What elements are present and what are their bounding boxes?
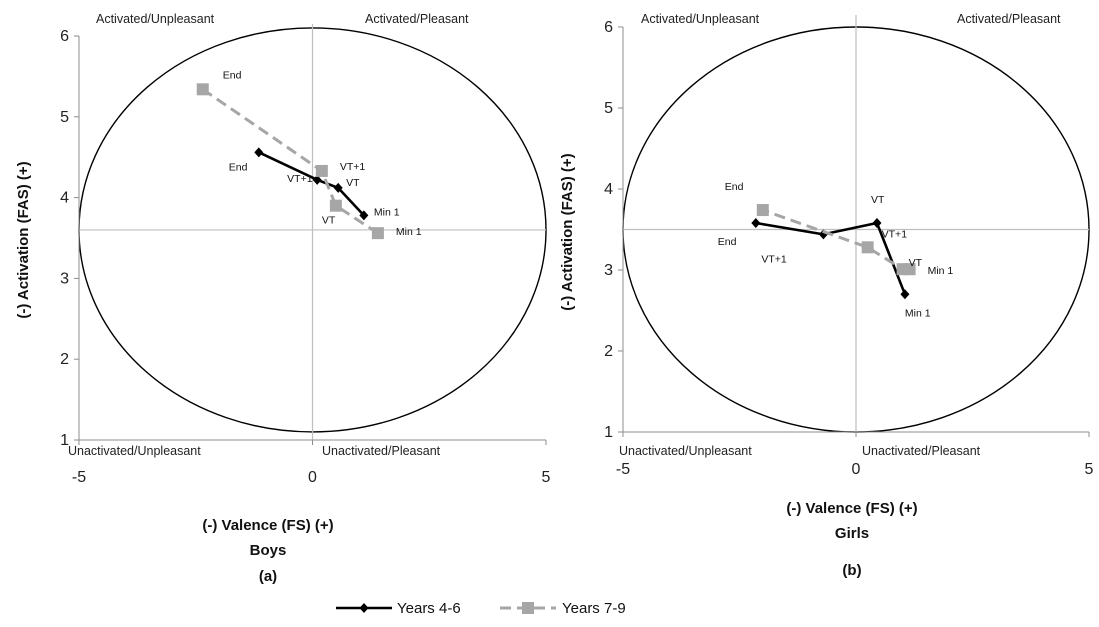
y-tick-label: 3: [60, 270, 69, 287]
x-axis-title: (-) Valence (FS) (+): [202, 517, 333, 534]
data-label: VT: [346, 177, 360, 189]
y-axis-title: (-) Activation (FAS) (+): [15, 161, 32, 318]
quadrant-label-top-right: Activated/Pleasant: [957, 12, 1061, 26]
y-tick-label: 6: [60, 28, 69, 45]
data-point: [900, 289, 909, 299]
legend-marker-square: [522, 602, 534, 614]
panel-subtitle: Girls: [835, 525, 869, 542]
panel-subtitle: Boys: [250, 542, 287, 559]
data-point: [316, 165, 328, 177]
y-tick-label: 1: [604, 424, 613, 441]
legend-label: Years 4-6: [397, 600, 461, 617]
panel-label: (a): [259, 568, 277, 585]
y-tick-label: 5: [60, 109, 69, 126]
x-tick-label: 5: [542, 469, 551, 486]
data-point: [872, 218, 881, 228]
x-tick-label: 0: [852, 461, 861, 478]
data-label: VT+1: [340, 161, 366, 173]
data-label: Min 1: [396, 226, 422, 238]
chart-panel-b: 1 2 3 4 5 6 -5 0 5 Activated/Unpleasant Activated/…: [559, 12, 1094, 579]
data-label: VT+1: [287, 173, 313, 185]
quadrant-label-bottom-right: Unactivated/Pleasant: [862, 444, 981, 458]
data-point: [197, 83, 209, 95]
data-label: VT: [909, 257, 923, 269]
legend-label: Years 7-9: [562, 600, 626, 617]
x-tick-label: -5: [72, 469, 86, 486]
data-point: [254, 147, 263, 157]
data-point: [757, 204, 769, 216]
y-tick-label: 2: [604, 343, 613, 360]
data-point: [897, 263, 909, 275]
data-label: VT+1: [761, 253, 787, 265]
data-label: VT: [322, 215, 336, 227]
panel-label: (b): [842, 562, 861, 579]
y-axis-title: (-) Activation (FAS) (+): [559, 153, 576, 310]
y-tick-label: 6: [604, 19, 613, 36]
quadrant-label-top-right: Activated/Pleasant: [365, 12, 469, 26]
x-axis-title: (-) Valence (FS) (+): [786, 500, 917, 517]
data-point: [751, 218, 760, 228]
data-label: Min 1: [905, 307, 931, 319]
y-tick-label: 3: [604, 262, 613, 279]
quadrant-label-bottom-right: Unactivated/Pleasant: [322, 444, 441, 458]
quadrant-label-bottom-left: Unactivated/Unpleasant: [619, 444, 752, 458]
legend-marker-diamond: [360, 603, 369, 613]
legend: Years 4-6 Years 7-9: [336, 600, 626, 617]
data-point: [862, 241, 874, 253]
x-tick-label: 5: [1085, 461, 1094, 478]
x-tick-label: 0: [308, 469, 317, 486]
data-label: Min 1: [374, 206, 400, 218]
y-tick-label: 4: [60, 190, 69, 207]
y-tick-label: 5: [604, 100, 613, 117]
data-label: End: [223, 69, 242, 81]
data-label: VT+1: [882, 228, 908, 240]
x-tick-label: -5: [616, 461, 630, 478]
data-label: End: [229, 161, 248, 173]
y-tick-label: 4: [604, 181, 613, 198]
data-point: [372, 227, 384, 239]
y-tick-label: 2: [60, 351, 69, 368]
quadrant-label-bottom-left: Unactivated/Unpleasant: [68, 444, 201, 458]
data-label: End: [718, 236, 737, 248]
quadrant-label-top-left: Activated/Unpleasant: [96, 12, 215, 26]
data-point: [330, 200, 342, 212]
quadrant-label-top-left: Activated/Unpleasant: [641, 12, 760, 26]
data-label: End: [725, 181, 744, 193]
data-label: VT: [871, 194, 885, 206]
data-label: Min 1: [928, 265, 954, 277]
